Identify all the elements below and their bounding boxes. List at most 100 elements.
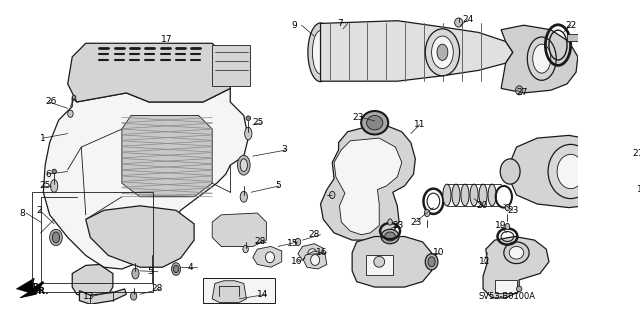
Polygon shape: [483, 236, 549, 298]
Ellipse shape: [246, 116, 250, 121]
Text: 24: 24: [462, 15, 474, 24]
Ellipse shape: [532, 44, 551, 73]
Polygon shape: [79, 289, 127, 304]
Text: 23: 23: [410, 218, 421, 226]
Ellipse shape: [308, 23, 333, 82]
Ellipse shape: [516, 86, 523, 95]
Ellipse shape: [630, 182, 637, 190]
Ellipse shape: [504, 242, 529, 263]
Ellipse shape: [437, 44, 448, 60]
Text: 10: 10: [433, 248, 445, 257]
Text: 6: 6: [45, 170, 51, 179]
Ellipse shape: [312, 31, 329, 74]
Polygon shape: [44, 88, 248, 269]
Polygon shape: [510, 135, 630, 208]
Text: FR.: FR.: [27, 283, 43, 292]
Polygon shape: [501, 25, 578, 93]
Ellipse shape: [374, 256, 385, 267]
Text: 12: 12: [479, 257, 490, 266]
Polygon shape: [68, 43, 230, 102]
Ellipse shape: [516, 286, 522, 292]
Ellipse shape: [509, 247, 524, 259]
Ellipse shape: [330, 191, 335, 199]
Bar: [365, 256, 393, 275]
Text: 20: 20: [477, 201, 488, 210]
Ellipse shape: [557, 154, 584, 189]
Text: 23: 23: [508, 206, 519, 215]
Text: 16: 16: [291, 257, 302, 266]
Text: 2: 2: [36, 206, 42, 215]
Ellipse shape: [244, 127, 252, 140]
Ellipse shape: [454, 18, 463, 27]
Ellipse shape: [527, 37, 556, 80]
Ellipse shape: [266, 252, 275, 263]
Text: 5: 5: [275, 182, 281, 190]
Ellipse shape: [548, 145, 593, 199]
Ellipse shape: [488, 184, 496, 206]
Ellipse shape: [452, 184, 460, 206]
Polygon shape: [253, 247, 282, 267]
Text: 23: 23: [352, 113, 364, 122]
Ellipse shape: [470, 184, 478, 206]
Ellipse shape: [461, 184, 469, 206]
Text: 21: 21: [632, 149, 640, 158]
Text: 17: 17: [161, 35, 172, 44]
Bar: [212, 45, 250, 86]
Ellipse shape: [424, 209, 430, 217]
Text: 5: 5: [147, 267, 153, 276]
Ellipse shape: [381, 229, 399, 244]
Text: SV53-B0100A: SV53-B0100A: [479, 292, 536, 300]
Ellipse shape: [243, 246, 248, 253]
Ellipse shape: [385, 232, 396, 241]
Ellipse shape: [131, 292, 137, 300]
Ellipse shape: [425, 29, 460, 76]
Ellipse shape: [505, 204, 509, 211]
Text: 28: 28: [308, 230, 320, 239]
Text: FR.: FR.: [33, 287, 49, 296]
Text: 14: 14: [257, 290, 269, 299]
Ellipse shape: [308, 249, 317, 259]
Ellipse shape: [52, 169, 56, 174]
Text: 18: 18: [637, 185, 640, 194]
Ellipse shape: [237, 155, 250, 175]
Ellipse shape: [425, 254, 438, 270]
Text: 25: 25: [40, 182, 51, 190]
Polygon shape: [352, 236, 431, 287]
Text: 4: 4: [188, 263, 193, 272]
Ellipse shape: [132, 268, 139, 279]
Text: 19: 19: [495, 221, 506, 230]
Ellipse shape: [479, 184, 487, 206]
Ellipse shape: [68, 110, 73, 117]
Ellipse shape: [240, 159, 248, 172]
Polygon shape: [334, 138, 402, 235]
Polygon shape: [86, 206, 194, 267]
Ellipse shape: [240, 191, 248, 202]
Ellipse shape: [505, 223, 509, 230]
Polygon shape: [20, 283, 44, 298]
Text: 22: 22: [565, 21, 577, 30]
Bar: [495, 280, 517, 293]
Ellipse shape: [428, 257, 435, 267]
Text: 15: 15: [287, 239, 299, 248]
Ellipse shape: [431, 36, 453, 69]
Ellipse shape: [72, 95, 76, 100]
Ellipse shape: [500, 159, 520, 184]
Polygon shape: [212, 213, 266, 247]
Polygon shape: [212, 281, 246, 302]
Polygon shape: [72, 264, 113, 298]
Ellipse shape: [361, 111, 388, 135]
Bar: [31, 192, 154, 292]
Polygon shape: [298, 244, 323, 262]
Text: 11: 11: [413, 120, 425, 129]
Bar: [567, 34, 578, 41]
Text: 25: 25: [253, 118, 264, 127]
Ellipse shape: [388, 219, 392, 225]
Ellipse shape: [295, 238, 301, 246]
Bar: [203, 278, 275, 303]
Text: 28: 28: [152, 284, 163, 293]
Text: 23: 23: [393, 221, 404, 230]
Text: 8: 8: [20, 209, 26, 218]
Text: 16: 16: [316, 248, 328, 257]
Ellipse shape: [52, 232, 60, 243]
Text: 27: 27: [516, 88, 528, 97]
